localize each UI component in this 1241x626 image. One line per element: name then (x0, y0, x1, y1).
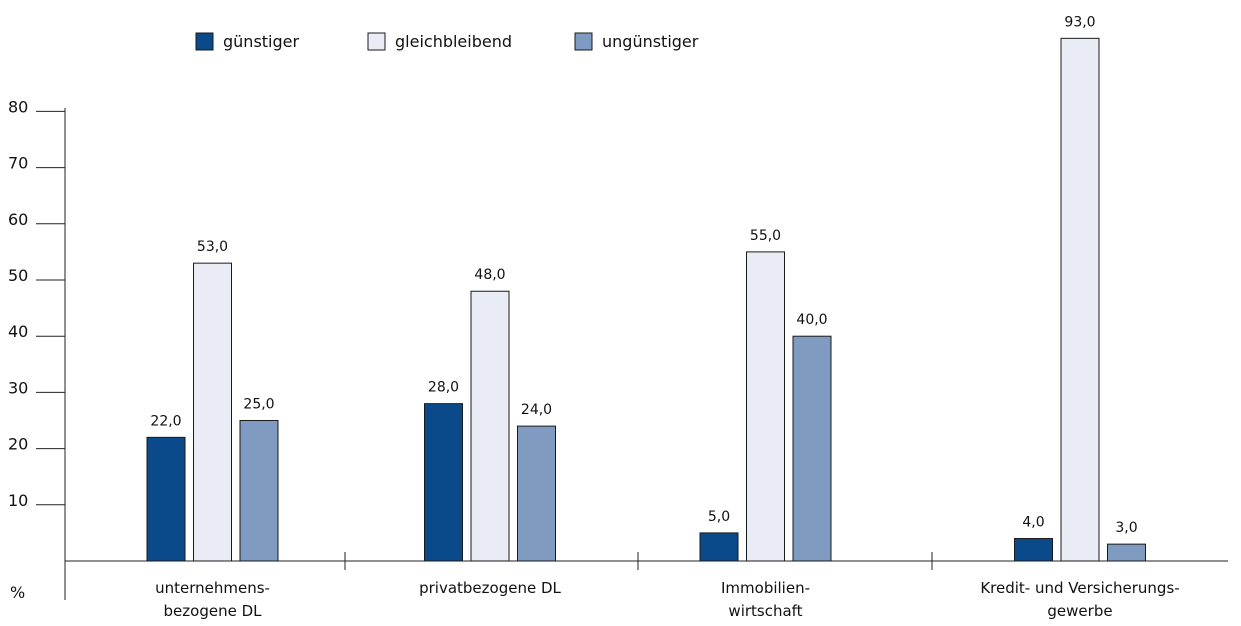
data-label: 55,0 (750, 228, 781, 244)
bar-ungünstiger (239, 420, 279, 562)
y-tick-label: 20 (8, 435, 28, 454)
category-label: Kredit- und Versicherungs- (980, 579, 1179, 597)
bar-ungünstiger (792, 335, 832, 562)
bars (146, 37, 1146, 562)
category-label: unternehmens- (155, 579, 270, 597)
legend-label: gleichbleibend (395, 32, 512, 51)
category-label: wirtschaft (728, 602, 802, 620)
data-label: 24,0 (521, 402, 552, 418)
y-tick-label: 50 (8, 266, 28, 285)
data-label: 3,0 (1115, 520, 1137, 536)
bar-gleichbleibend (193, 262, 232, 562)
y-tick-label: 10 (8, 491, 28, 510)
legend: günstiger gleichbleibend ungünstiger (195, 32, 699, 51)
category-label: gewerbe (1047, 602, 1112, 620)
bar-günstiger (1014, 538, 1053, 562)
value-labels: 22,0 28,0 5,0 4,0 53,0 48,0 55,0 93,0 25,0 24,0 40… (150, 14, 1137, 536)
y-tick-label: 80 (8, 97, 28, 116)
bar-gleichbleibend (746, 251, 785, 562)
data-label: 25,0 (243, 397, 274, 413)
data-label: 53,0 (197, 239, 228, 255)
y-tick-label: 70 (8, 154, 28, 173)
legend-label: günstiger (223, 32, 299, 51)
data-label: 5,0 (708, 509, 730, 525)
bar-günstiger (424, 403, 463, 562)
legend-swatch (574, 32, 593, 51)
category-label: privatbezogene DL (419, 579, 561, 597)
y-tick-label: 30 (8, 378, 28, 397)
data-label: 48,0 (474, 267, 505, 283)
data-label: 4,0 (1022, 515, 1044, 531)
category-label: bezogene DL (164, 602, 263, 620)
bar-ungünstiger (1107, 543, 1146, 562)
data-label: 28,0 (428, 380, 459, 396)
unit-label: % (10, 583, 25, 602)
bar-günstiger (699, 532, 739, 562)
data-label: 22,0 (150, 413, 181, 429)
legend-label: ungünstiger (602, 32, 699, 51)
bar-gleichbleibend (470, 290, 510, 562)
legend-swatch (195, 32, 214, 51)
bar-ungünstiger (517, 425, 556, 562)
y-tick-label: 40 (8, 322, 28, 341)
y-tick-label: 60 (8, 210, 28, 229)
category-labels: unternehmens-bezogene DL privatbezogene D… (155, 579, 1180, 620)
data-label: 40,0 (796, 312, 827, 328)
data-label: 93,0 (1064, 14, 1095, 30)
bar-gleichbleibend (1060, 37, 1100, 562)
bar-günstiger (146, 436, 186, 562)
x-axis (65, 552, 1228, 570)
category-label: Immobilien- (721, 579, 810, 597)
legend-swatch (367, 32, 386, 51)
y-axis: 10 20 30 40 50 60 70 80 (8, 97, 66, 600)
